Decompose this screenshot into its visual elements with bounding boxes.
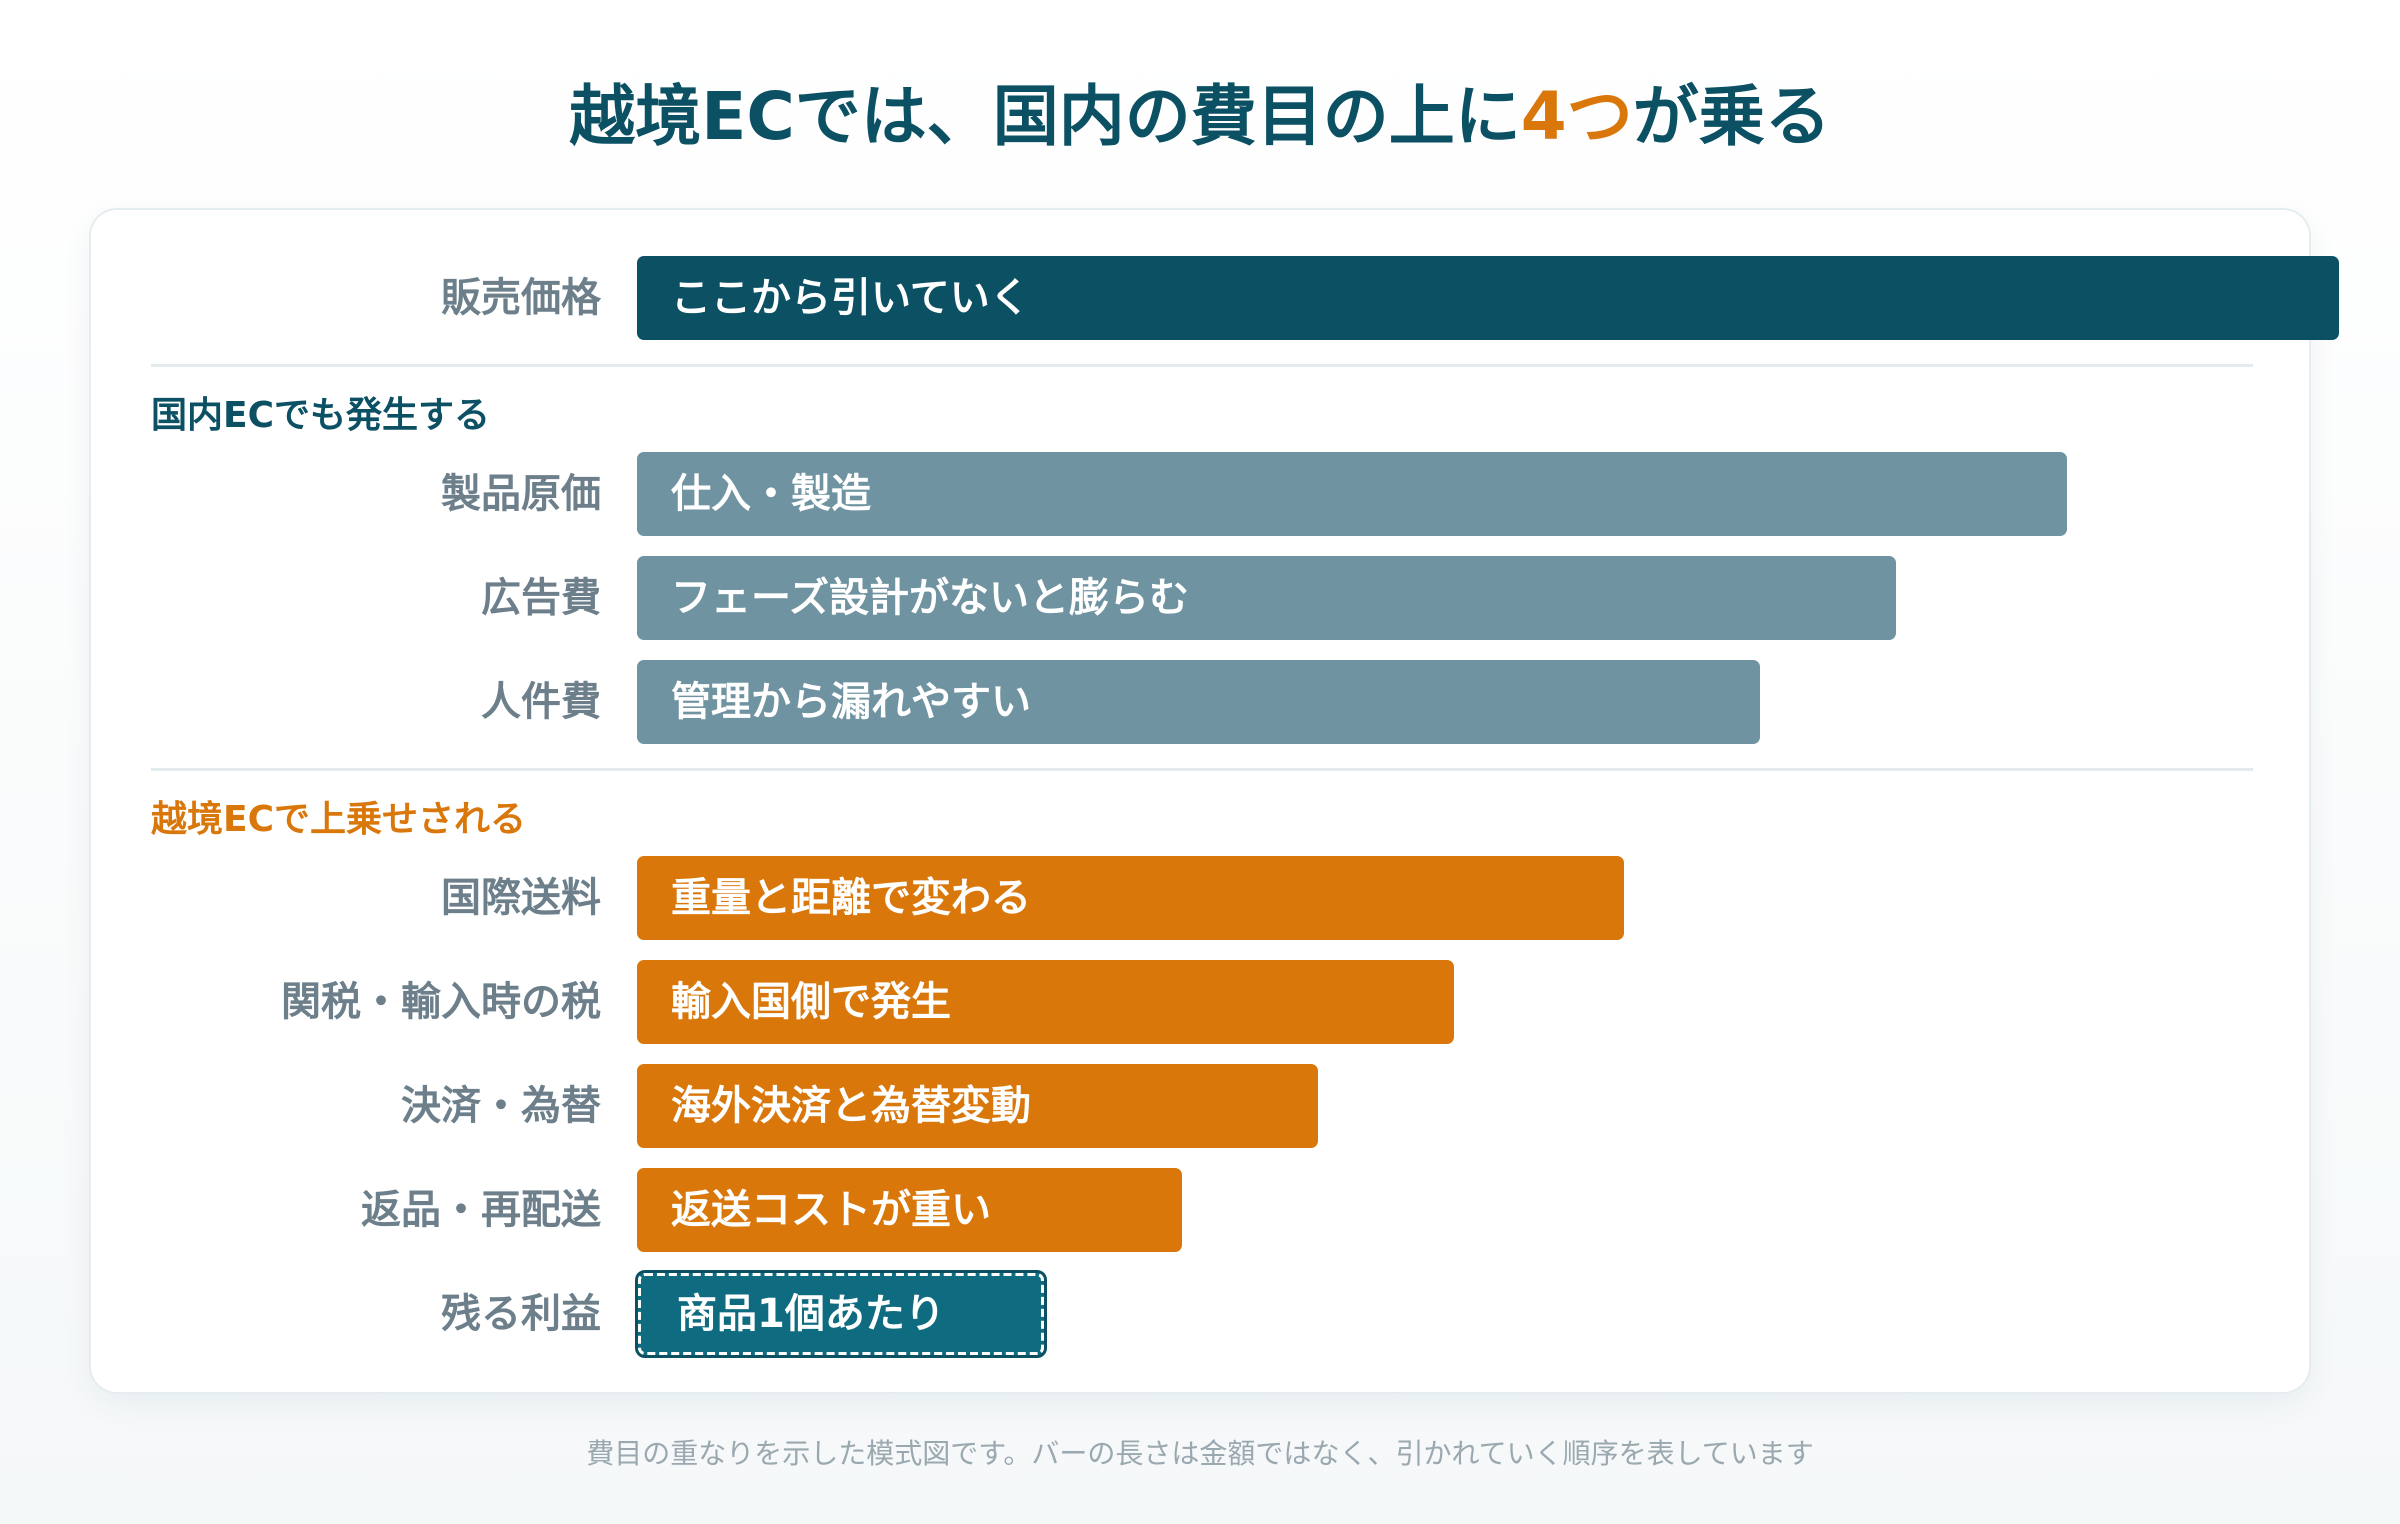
row-label: 人件費: [481, 679, 601, 725]
bar-ad-cost: フェーズ設計がないと膨らむ: [637, 556, 1896, 640]
row-label: 残る利益: [441, 1291, 601, 1337]
title-text-before: 越境ECでは、国内の費目の上に: [569, 78, 1521, 155]
bar-text: 商品1個あたり: [677, 1291, 945, 1337]
bar-sales-price: ここから引いていく: [637, 256, 2339, 340]
bar-text: 海外決済と為替変動: [671, 1083, 1031, 1129]
row-label: 広告費: [481, 575, 601, 621]
row-label: 決済・為替: [401, 1083, 601, 1129]
bar-text: フェーズ設計がないと膨らむ: [671, 575, 1189, 621]
row-label: 製品原価: [441, 471, 601, 517]
row-label: 返品・再配送: [361, 1187, 601, 1233]
row-label: 販売価格: [441, 275, 601, 321]
row-label: 関税・輸入時の税: [281, 979, 601, 1025]
title-highlight: 4つ: [1520, 78, 1633, 155]
divider: [151, 768, 2253, 771]
bar-returns-redelivery: 返送コストが重い: [637, 1168, 1182, 1252]
bar-text: ここから引いていく: [671, 275, 1030, 321]
bar-text: 仕入・製造: [671, 471, 871, 517]
divider: [151, 364, 2253, 367]
bar-international-shipping: 重量と距離で変わる: [637, 856, 1624, 940]
section-heading-domestic: 国内ECでも発生する: [151, 395, 491, 436]
bar-remaining-profit: 商品1個あたり: [635, 1270, 1047, 1358]
bar-text: 重量と距離で変わる: [671, 875, 1031, 921]
section-heading-cross-border: 越境ECで上乗せされる: [151, 799, 527, 840]
bar-payment-fx: 海外決済と為替変動: [637, 1064, 1318, 1148]
page-title: 越境ECでは、国内の費目の上に4つが乗る: [0, 72, 2400, 162]
bar-labor-cost: 管理から漏れやすい: [637, 660, 1760, 744]
footnote: 費目の重なりを示した模式図です。バーの長さは金額ではなく、引かれていく順序を表し…: [586, 1437, 1814, 1470]
bar-text: 管理から漏れやすい: [671, 679, 1031, 725]
title-text-after: が乗る: [1632, 78, 1831, 155]
bar-customs-tax: 輸入国側で発生: [637, 960, 1454, 1044]
bar-text: 輸入国側で発生: [671, 979, 951, 1025]
bar-text: 返送コストが重い: [671, 1187, 991, 1233]
cost-breakdown-card: 販売価格 ここから引いていく 国内ECでも発生する 製品原価 仕入・製造 広告費…: [89, 208, 2339, 1394]
bar-product-cost: 仕入・製造: [637, 452, 2067, 536]
row-label: 国際送料: [441, 875, 601, 921]
